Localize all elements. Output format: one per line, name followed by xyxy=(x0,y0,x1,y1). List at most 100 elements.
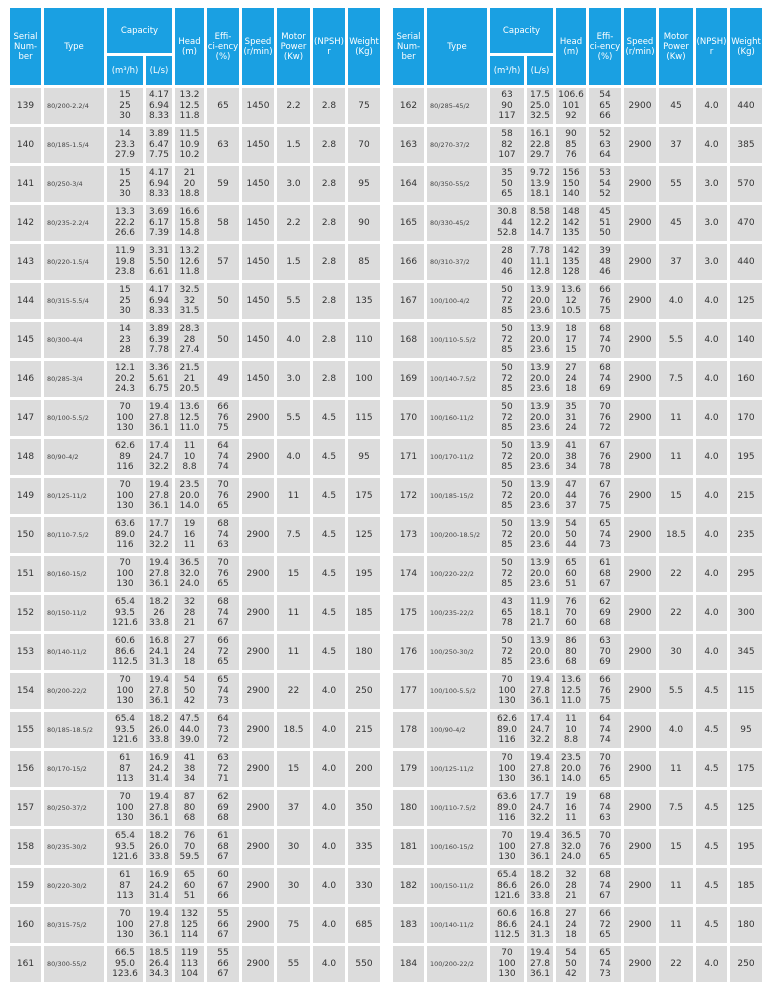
cell-motor-power: 4.0 xyxy=(277,439,310,475)
cell-capacity-ls: 17.5 25.0 32.5 xyxy=(527,88,553,124)
cell-head: 19 16 11 xyxy=(556,790,586,826)
cell-type: 100/200-22/2 xyxy=(427,946,487,982)
cell-npsh: 2.8 xyxy=(313,244,345,280)
cell-capacity-m3h: 43 65 78 xyxy=(490,595,524,631)
table-row: 140 80/185-1.5/4 14 23.3 27.9 3.89 6.47 7.7… xyxy=(10,127,380,163)
cell-motor-power: 11 xyxy=(277,595,310,631)
cell-efficiency: 65 74 73 xyxy=(589,946,621,982)
cell-capacity-m3h: 70 100 130 xyxy=(107,907,143,943)
cell-head: 13.6 12.5 11.0 xyxy=(175,400,204,436)
cell-serial: 146 xyxy=(10,361,41,397)
cell-type: 80/110-7.5/2 xyxy=(44,517,104,553)
cell-head: 32.5 32 31.5 xyxy=(175,283,204,319)
cell-weight: 70 xyxy=(348,127,380,163)
cell-capacity-m3h: 13.3 22.2 26.6 xyxy=(107,205,143,241)
cell-capacity-m3h: 15 25 30 xyxy=(107,166,143,202)
cell-capacity-ls: 13.9 20.0 23.6 xyxy=(527,478,553,514)
cell-capacity-m3h: 70 100 130 xyxy=(490,751,524,787)
cell-type: 80/200-22/2 xyxy=(44,673,104,709)
cell-weight: 85 xyxy=(348,244,380,280)
cell-weight: 95 xyxy=(348,166,380,202)
cell-head: 21 20 18.8 xyxy=(175,166,204,202)
cell-type: 80/220-30/2 xyxy=(44,868,104,904)
cell-head: 35 31 24 xyxy=(556,400,586,436)
cell-type: 100/140-7.5/2 xyxy=(427,361,487,397)
cell-serial: 155 xyxy=(10,712,41,748)
header-head: Head (m) xyxy=(556,8,586,85)
cell-serial: 174 xyxy=(393,556,424,592)
cell-efficiency: 65 xyxy=(207,88,239,124)
cell-capacity-m3h: 50 72 85 xyxy=(490,439,524,475)
cell-weight: 175 xyxy=(348,478,380,514)
cell-type: 80/285-45/2 xyxy=(427,88,487,124)
cell-motor-power: 4.0 xyxy=(659,712,693,748)
table-row: 160 80/315-75/2 70 100 130 19.4 27.8 36.1 13… xyxy=(10,907,380,943)
cell-head: 11 10 8.8 xyxy=(175,439,204,475)
cell-head: 13.6 12 10.5 xyxy=(556,283,586,319)
cell-speed: 2900 xyxy=(624,907,656,943)
cell-serial: 182 xyxy=(393,868,424,904)
cell-motor-power: 15 xyxy=(277,556,310,592)
cell-npsh: 4.5 xyxy=(696,673,727,709)
table-row: 157 80/250-37/2 70 100 130 19.4 27.8 36.1 87… xyxy=(10,790,380,826)
cell-efficiency: 70 76 65 xyxy=(207,478,239,514)
cell-type: 100/185-15/2 xyxy=(427,478,487,514)
cell-weight: 95 xyxy=(348,439,380,475)
cell-serial: 161 xyxy=(10,946,41,982)
cell-head: 23.5 20.0 14.0 xyxy=(175,478,204,514)
cell-motor-power: 11 xyxy=(659,439,693,475)
cell-motor-power: 37 xyxy=(659,244,693,280)
cell-capacity-m3h: 15 25 30 xyxy=(107,283,143,319)
cell-capacity-ls: 19.4 27.8 36.1 xyxy=(527,751,553,787)
cell-motor-power: 30 xyxy=(277,868,310,904)
cell-weight: 125 xyxy=(730,790,762,826)
cell-capacity-ls: 3.89 6.39 7.78 xyxy=(146,322,172,358)
cell-capacity-ls: 7.78 11.1 12.8 xyxy=(527,244,553,280)
cell-efficiency: 68 74 69 xyxy=(589,361,621,397)
cell-type: 80/185-1.5/4 xyxy=(44,127,104,163)
cell-efficiency: 66 76 75 xyxy=(589,673,621,709)
cell-weight: 200 xyxy=(348,751,380,787)
cell-head: 106.6 101 92 xyxy=(556,88,586,124)
cell-speed: 2900 xyxy=(242,907,274,943)
cell-efficiency: 66 72 65 xyxy=(589,907,621,943)
cell-head: 28.3 28 27.4 xyxy=(175,322,204,358)
cell-type: 80/170-15/2 xyxy=(44,751,104,787)
table-row: 143 80/220-1.5/4 11.9 19.8 23.8 3.31 5.50 6… xyxy=(10,244,380,280)
cell-type: 100/150-11/2 xyxy=(427,868,487,904)
cell-type: 100/90-4/2 xyxy=(427,712,487,748)
cell-head: 32 28 21 xyxy=(556,868,586,904)
cell-serial: 180 xyxy=(393,790,424,826)
cell-type: 80/200-2.2/4 xyxy=(44,88,104,124)
cell-npsh: 4.0 xyxy=(696,517,727,553)
cell-efficiency: 70 76 65 xyxy=(589,829,621,865)
cell-capacity-m3h: 35 50 65 xyxy=(490,166,524,202)
cell-capacity-ls: 18.2 26.0 33.8 xyxy=(146,829,172,865)
cell-capacity-m3h: 61 87 113 xyxy=(107,868,143,904)
cell-capacity-ls: 18.2 26.0 33.8 xyxy=(146,712,172,748)
cell-motor-power: 11 xyxy=(277,478,310,514)
cell-motor-power: 2.2 xyxy=(277,205,310,241)
cell-serial: 141 xyxy=(10,166,41,202)
cell-type: 100/110-5.5/2 xyxy=(427,322,487,358)
cell-head: 13.2 12.5 11.8 xyxy=(175,88,204,124)
cell-npsh: 2.8 xyxy=(313,361,345,397)
cell-motor-power: 5.5 xyxy=(277,283,310,319)
table-row: 161 80/300-55/2 66.5 95.0 123.6 18.5 26.4 3… xyxy=(10,946,380,982)
header-weight: Weight (Kg) xyxy=(730,8,762,85)
cell-speed: 2900 xyxy=(624,556,656,592)
cell-speed: 2900 xyxy=(624,829,656,865)
cell-npsh: 4.0 xyxy=(696,439,727,475)
cell-npsh: 4.0 xyxy=(313,829,345,865)
cell-capacity-ls: 3.31 5.50 6.61 xyxy=(146,244,172,280)
cell-npsh: 2.8 xyxy=(313,283,345,319)
table-row: 152 80/150-11/2 65.4 93.5 121.6 18.2 26 33.… xyxy=(10,595,380,631)
cell-capacity-m3h: 65.4 86.6 121.6 xyxy=(490,868,524,904)
header-speed: Speed (r/min) xyxy=(624,8,656,85)
cell-motor-power: 5.5 xyxy=(659,673,693,709)
cell-speed: 2900 xyxy=(624,673,656,709)
cell-weight: 180 xyxy=(730,907,762,943)
cell-motor-power: 3.0 xyxy=(277,166,310,202)
cell-head: 11 10 8.8 xyxy=(556,712,586,748)
cell-serial: 156 xyxy=(10,751,41,787)
